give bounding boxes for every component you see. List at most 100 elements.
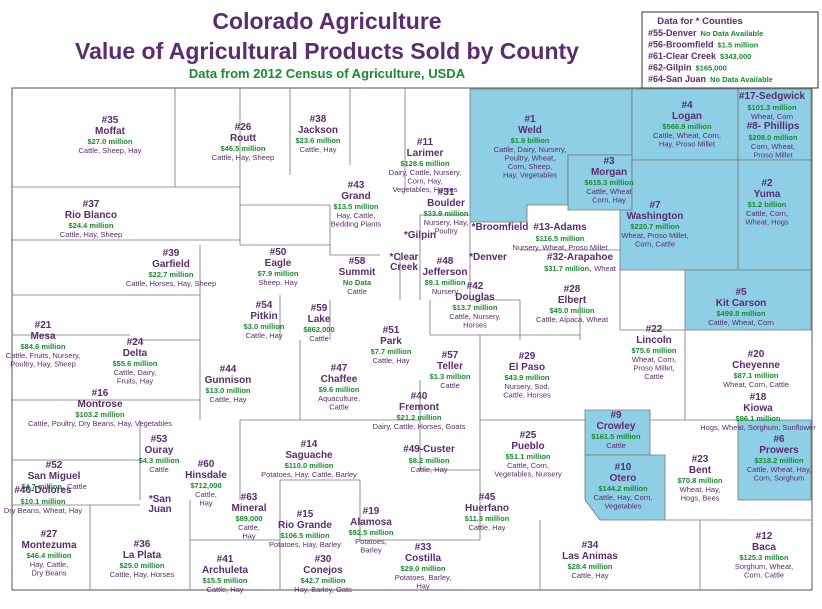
- legend-label: #56-Broomfield: [648, 40, 714, 50]
- county-value: $28.4 million: [567, 562, 612, 571]
- county-products: Proso Millet: [753, 151, 793, 160]
- county-value: $92.5 million: [348, 528, 393, 537]
- legend-title: Data for * Counties: [657, 16, 743, 27]
- county-name: Boulder: [427, 198, 465, 209]
- legend-label: #64-San Juan: [648, 74, 706, 84]
- county-products: Cattle, Horses: [503, 391, 551, 400]
- county-value: $4.3 million: [139, 456, 180, 465]
- county-value: $27.0 million: [87, 137, 132, 146]
- county-label: #31: [438, 187, 455, 198]
- county-products: Cattle: [606, 441, 626, 450]
- county-products: Vegetables, Horses: [392, 185, 457, 194]
- county-products: Cattle: [329, 403, 349, 412]
- county-products: Cattle, Hay: [206, 585, 243, 594]
- county-products: Nursery: [432, 287, 459, 296]
- county-value: $11.3 million: [465, 514, 510, 523]
- county-products: Cattle, Wheat, Corn: [708, 318, 774, 327]
- county-name: Gunnison: [205, 375, 252, 386]
- title-block: Colorado Agriculture Value of Agricultur…: [75, 8, 579, 81]
- county-value: $144.2 million: [598, 484, 648, 493]
- county-label: #8- Phillips: [747, 121, 800, 132]
- county-value: $33.9 million: [423, 209, 468, 218]
- county-name: Montezuma: [22, 540, 77, 551]
- county-label: #3: [603, 156, 615, 167]
- county-value: $7.9 million: [258, 269, 299, 278]
- county-products: Cattle, Hay: [571, 571, 608, 580]
- county-name: Garfield: [152, 259, 190, 270]
- county-label: #12: [756, 531, 773, 542]
- county-label: #45: [479, 492, 496, 503]
- county-products: Nursery, Sod,: [504, 382, 549, 391]
- county-label: #22: [646, 324, 663, 335]
- county-products: Cattle, Dairy,: [114, 368, 157, 377]
- county-products: Cattle: [347, 287, 367, 296]
- legend-note: No Data Available: [710, 75, 773, 84]
- county-value: $318.2 million: [754, 456, 804, 465]
- highlighted-counties: [469, 88, 812, 521]
- county-products: Cattle, Hay, Horses: [110, 570, 175, 579]
- county-name: Hinsdale: [185, 470, 227, 481]
- county-products: Wheat, Hogs: [745, 218, 789, 227]
- county-label: #37: [83, 199, 100, 210]
- county-name: Las Animas: [562, 551, 618, 562]
- legend-note: $343,000: [720, 52, 751, 61]
- county-label: #11: [417, 137, 434, 148]
- county-products: Wheat, Corn,: [632, 355, 676, 364]
- county-name: Huerfano: [465, 503, 509, 514]
- county-products: Aquaculture,: [318, 394, 360, 403]
- county-products: Corn, Sheep,: [508, 162, 552, 171]
- county-products: Poultry, Wheat,: [505, 154, 556, 163]
- county-label: #4: [681, 100, 693, 111]
- county-value: $96.1 million: [735, 414, 780, 423]
- county-label: #25: [520, 430, 537, 441]
- county-name: La Plata: [123, 550, 162, 561]
- county-products: Cattle,: [238, 523, 260, 532]
- county-label: #39: [163, 248, 180, 259]
- county-name: Costilla: [405, 553, 442, 564]
- county-products: Dairy, Cattle, Nursery,: [389, 168, 462, 177]
- county-value: $1.3 million: [430, 372, 471, 381]
- county-products: Potatoes, Barley,: [395, 573, 452, 582]
- county-value: $161.5 million: [591, 432, 641, 441]
- county-value: $43.9 million: [504, 373, 549, 382]
- county-products: Proso Millet,: [633, 364, 674, 373]
- legend-label: #62-Gilpin: [648, 63, 692, 73]
- county-label: #13-Adams: [533, 222, 587, 233]
- county-value: $106.5 million: [280, 531, 330, 540]
- county-label: #30: [315, 554, 332, 565]
- county-products: Hay, Vegetables: [503, 171, 557, 180]
- county-products: Wheat: [594, 264, 617, 273]
- county-value: $45.0 million: [549, 306, 594, 315]
- county-value-line: $4.7 million, Cattle: [21, 482, 87, 491]
- county-products: Hogs, Bees: [681, 494, 720, 503]
- county-products: Cattle, Hay: [468, 523, 505, 532]
- county-products: Cattle, Horses, Hay, Sheep: [126, 279, 216, 288]
- county-value: $9.6 million: [319, 385, 360, 394]
- county-label: #42: [467, 281, 484, 292]
- county-label: #20: [748, 349, 765, 360]
- county-value: $101.3 million: [747, 103, 797, 112]
- county-products: Cattle, Wheat, Corn,: [653, 131, 721, 140]
- county-products: Hay, Cattle,: [30, 560, 69, 569]
- county-products: Cattle: [440, 381, 460, 390]
- county-value: $42.7 million: [300, 576, 345, 585]
- county-value: $10.1 million: [20, 497, 65, 506]
- county-name: Kiowa: [743, 403, 773, 414]
- county-products: Corn, Hay,: [407, 177, 442, 186]
- county-products: Cattle: [644, 372, 664, 381]
- legend-item: #55-Denver No Data Available: [648, 28, 763, 38]
- county-label: #50: [270, 247, 287, 258]
- county-value: $103.2 million: [75, 410, 125, 419]
- county-name: Chaffee: [321, 374, 358, 385]
- county-value: $31.7 million,: [544, 264, 591, 273]
- county-value: $51.1 million: [505, 452, 550, 461]
- county-products: Potatoes, Hay, Cattle, Barley: [261, 470, 357, 479]
- county-label: #29: [519, 351, 536, 362]
- county-name: Douglas: [455, 292, 495, 303]
- county-value: $55.6 million: [112, 359, 157, 368]
- county-label: #27: [41, 529, 58, 540]
- county-name: Summit: [339, 267, 376, 278]
- county-name: Baca: [752, 542, 776, 553]
- county-value: $566.9 million: [662, 122, 712, 131]
